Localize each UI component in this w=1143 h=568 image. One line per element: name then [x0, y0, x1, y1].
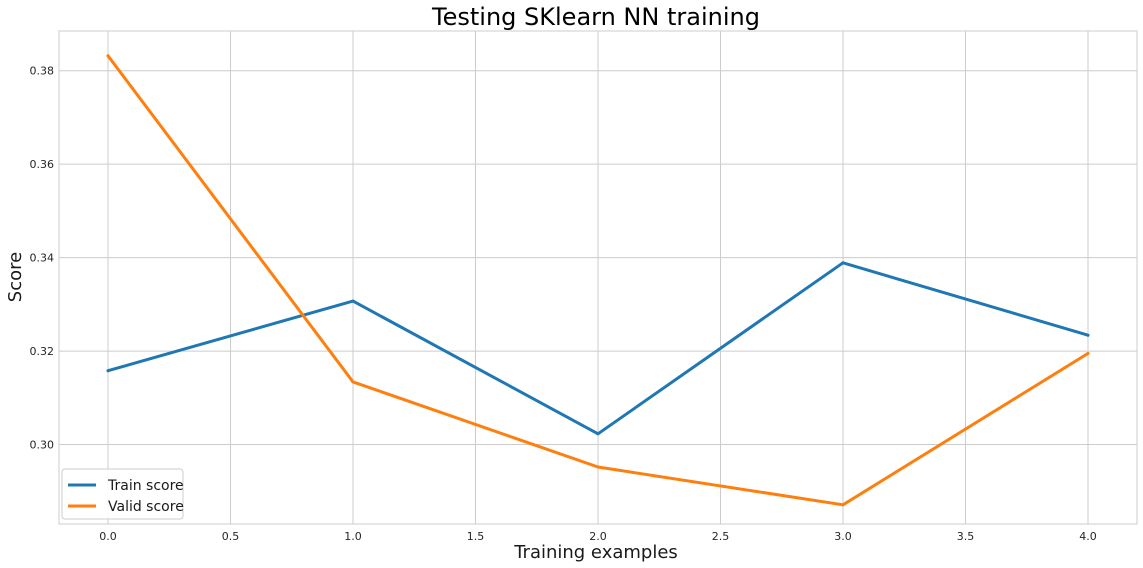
data-point-train-score: [1086, 333, 1090, 337]
data-point-train-score: [841, 261, 845, 265]
x-tick-label: 3.0: [834, 530, 852, 543]
data-point-valid-score: [841, 503, 845, 507]
data-point-valid-score: [351, 380, 355, 384]
data-point-train-score: [106, 369, 110, 373]
y-tick-label: 0.38: [30, 65, 55, 78]
x-tick-label: 2.5: [712, 530, 730, 543]
x-tick-label: 2.0: [589, 530, 607, 543]
x-tick-label: 0.5: [222, 530, 240, 543]
data-point-valid-score: [596, 465, 600, 469]
data-point-valid-score: [1086, 351, 1090, 355]
y-tick-label: 0.32: [30, 345, 55, 358]
series-lines: [106, 54, 1090, 507]
data-point-train-score: [351, 299, 355, 303]
x-tick-label: 1.5: [467, 530, 485, 543]
x-tick-label: 4.0: [1079, 530, 1097, 543]
grid: [59, 31, 1137, 524]
x-tick-label: 0.0: [99, 530, 117, 543]
x-tick-label: 1.0: [344, 530, 362, 543]
plot-area-frame: [58, 30, 1138, 525]
data-point-train-score: [596, 432, 600, 436]
y-axis-label: Score: [5, 252, 26, 302]
x-axis-label: Training examples: [513, 542, 678, 563]
legend-label-train-score: Train score: [107, 478, 184, 494]
x-tick-label: 3.5: [957, 530, 975, 543]
chart-title: Testing SKlearn NN training: [431, 3, 760, 31]
data-point-valid-score: [106, 54, 110, 58]
y-tick-label: 0.36: [30, 158, 55, 171]
legend-label-valid-score: Valid score: [108, 499, 184, 515]
tick-labels: 0.0 0.5 1.0 1.5 2.0 2.5 3.0 3.5 4.0 0.30 0.32 0.34 0…: [30, 65, 1097, 543]
y-tick-label: 0.34: [30, 252, 55, 265]
legend: Train score Valid score: [61, 468, 184, 520]
y-tick-label: 0.30: [30, 439, 55, 452]
